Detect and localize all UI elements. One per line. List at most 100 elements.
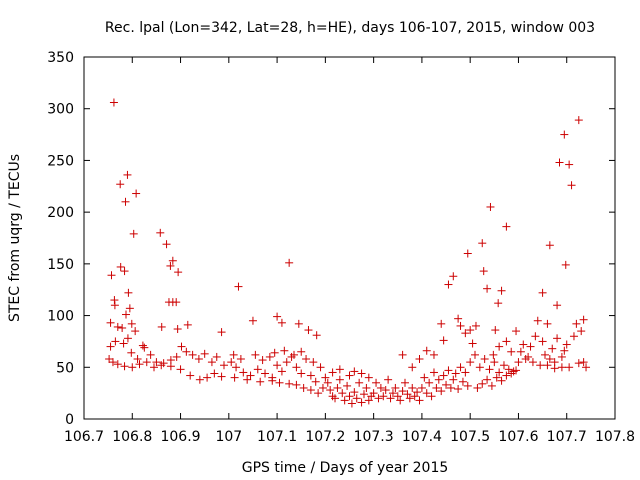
- data-point: [528, 358, 537, 367]
- data-point: [232, 363, 241, 372]
- data-point: [557, 352, 566, 361]
- data-point: [541, 350, 550, 359]
- x-tick-label: 107.5: [450, 429, 490, 445]
- data-point: [343, 381, 352, 390]
- data-point: [162, 240, 171, 249]
- data-point: [157, 361, 166, 370]
- data-point: [157, 322, 166, 331]
- data-point: [495, 342, 504, 351]
- data-point: [483, 284, 492, 293]
- data-point: [432, 383, 441, 392]
- data-point: [129, 229, 138, 238]
- data-point: [110, 301, 119, 310]
- data-point: [125, 304, 134, 313]
- data-point: [258, 356, 267, 365]
- data-point: [437, 387, 446, 396]
- data-point: [487, 381, 496, 390]
- data-point: [277, 367, 286, 376]
- data-point: [410, 392, 419, 401]
- data-point: [172, 352, 181, 361]
- data-point: [246, 371, 255, 380]
- data-point: [182, 347, 191, 356]
- data-point: [265, 352, 274, 361]
- data-point: [217, 372, 226, 381]
- y-axis-label: STEC from uqrg / TECUs: [7, 154, 23, 322]
- data-point: [292, 380, 301, 389]
- data-point: [379, 392, 388, 401]
- data-point: [194, 355, 203, 364]
- data-point: [195, 375, 204, 384]
- data-point: [502, 337, 511, 346]
- data-point: [357, 369, 366, 378]
- data-point: [483, 375, 492, 384]
- data-point: [292, 363, 301, 372]
- data-point: [203, 373, 212, 382]
- data-point: [338, 389, 347, 398]
- data-point: [311, 377, 320, 386]
- data-point: [444, 366, 453, 375]
- data-point: [550, 364, 559, 373]
- data-point: [514, 358, 523, 367]
- data-point: [140, 343, 149, 352]
- x-tick-label: 107.7: [547, 429, 587, 445]
- data-point: [507, 369, 516, 378]
- data-point: [309, 358, 318, 367]
- data-point: [439, 336, 448, 345]
- data-point: [251, 350, 260, 359]
- data-point: [183, 320, 192, 329]
- data-point: [109, 98, 118, 107]
- data-point: [478, 379, 487, 388]
- data-point: [569, 332, 578, 341]
- data-point: [533, 316, 542, 325]
- data-point: [471, 350, 480, 359]
- data-point: [168, 256, 177, 265]
- data-point: [127, 319, 136, 328]
- data-point: [326, 386, 335, 395]
- data-point: [451, 369, 460, 378]
- data-point: [461, 329, 470, 338]
- data-point: [243, 375, 252, 384]
- data-point: [372, 378, 381, 387]
- x-tick-label: 107.4: [402, 429, 442, 445]
- data-point: [124, 288, 133, 297]
- data-point: [427, 392, 436, 401]
- data-point: [357, 398, 366, 407]
- data-point: [479, 267, 488, 276]
- data-point: [229, 350, 238, 359]
- data-point: [415, 396, 424, 405]
- data-point: [253, 365, 262, 374]
- data-point: [497, 286, 506, 295]
- data-point: [374, 394, 383, 403]
- data-point: [538, 288, 547, 297]
- data-point: [299, 383, 308, 392]
- data-point: [118, 323, 127, 332]
- data-point: [536, 361, 545, 370]
- data-point: [340, 396, 349, 405]
- data-point: [494, 299, 503, 308]
- data-point: [131, 327, 140, 336]
- data-point: [120, 362, 129, 371]
- data-point: [335, 365, 344, 374]
- data-point: [304, 326, 313, 335]
- data-point: [285, 258, 294, 267]
- data-point: [227, 358, 236, 367]
- y-tick-label: 250: [47, 153, 74, 169]
- data-point: [106, 342, 115, 351]
- data-point: [116, 262, 125, 271]
- data-point: [572, 319, 581, 328]
- data-point: [273, 312, 282, 321]
- data-point: [485, 365, 494, 374]
- data-point: [116, 180, 125, 189]
- data-point: [386, 394, 395, 403]
- data-point: [176, 365, 185, 374]
- data-point: [413, 388, 422, 397]
- data-point: [335, 375, 344, 384]
- data-point: [359, 390, 368, 399]
- data-point: [495, 368, 504, 377]
- data-point: [444, 280, 453, 289]
- data-point: [415, 355, 424, 364]
- data-point: [398, 350, 407, 359]
- data-point: [261, 369, 270, 378]
- data-point: [408, 383, 417, 392]
- data-point: [516, 347, 525, 356]
